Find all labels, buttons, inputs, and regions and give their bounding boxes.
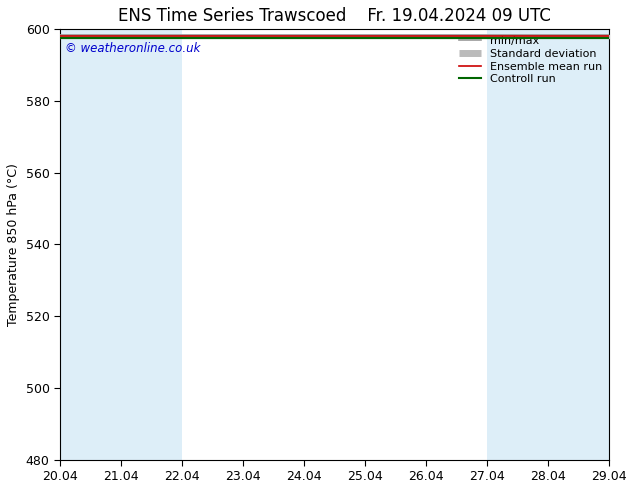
Legend: min/max, Standard deviation, Ensemble mean run, Controll run: min/max, Standard deviation, Ensemble me… (455, 31, 607, 89)
Text: © weatheronline.co.uk: © weatheronline.co.uk (65, 42, 201, 55)
Y-axis label: Temperature 850 hPa (°C): Temperature 850 hPa (°C) (7, 163, 20, 326)
Bar (60, 29, 182, 460)
Title: ENS Time Series Trawscoed    Fr. 19.04.2024 09 UTC: ENS Time Series Trawscoed Fr. 19.04.2024… (118, 7, 551, 25)
Bar (487, 29, 634, 460)
